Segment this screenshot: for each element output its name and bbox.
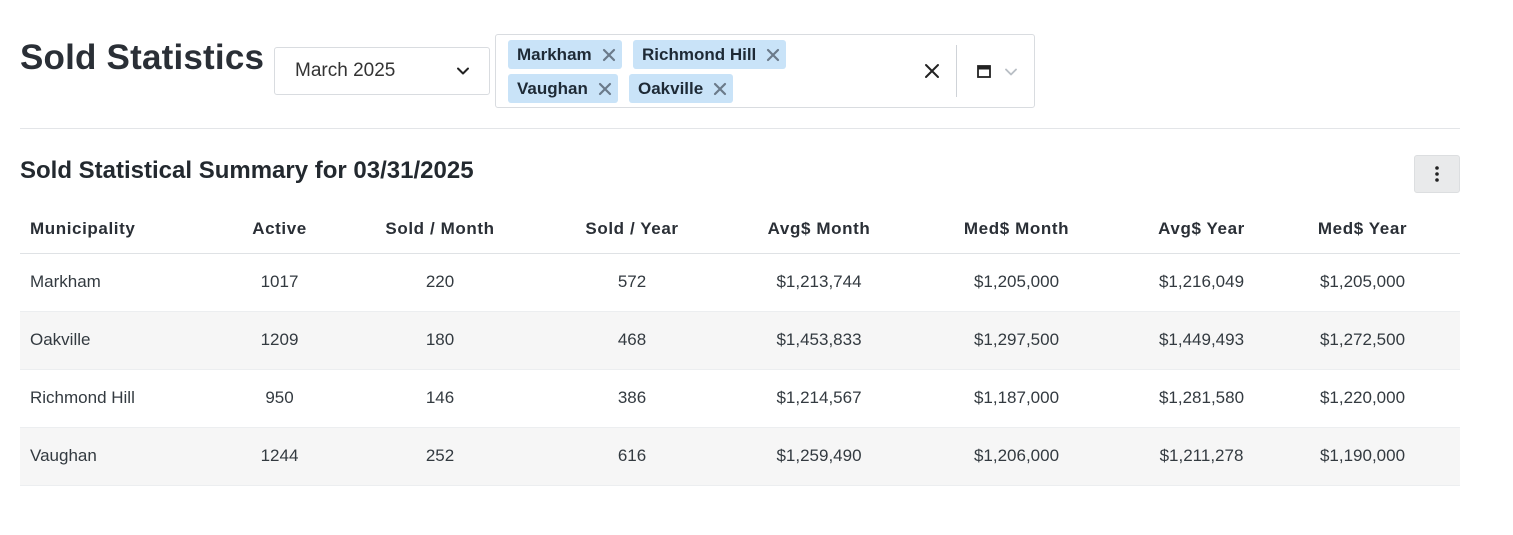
table-cell: Markham — [20, 253, 200, 312]
table-cell: $1,259,490 — [743, 427, 895, 486]
table-cell: $1,214,567 — [743, 369, 895, 428]
page-title: Sold Statistics — [20, 38, 265, 77]
column-header[interactable]: Avg$ Month — [743, 205, 895, 254]
table-cell: 950 — [200, 369, 359, 428]
chip-label: Vaughan — [517, 78, 588, 98]
table-header-row: Municipality Active Sold / Month Sold / … — [20, 205, 1460, 254]
more-options-button[interactable] — [1414, 155, 1460, 193]
table-cell: 386 — [521, 369, 743, 428]
multiselect-divider — [956, 45, 957, 97]
table-cell: 252 — [359, 427, 521, 486]
column-header[interactable]: Municipality — [20, 205, 200, 254]
table-cell: Vaughan — [20, 427, 200, 486]
table-row: Oakville 1209 180 468 $1,453,833 $1,297,… — [20, 311, 1460, 370]
chevron-down-icon — [457, 67, 469, 75]
table-cell: $1,216,049 — [1138, 253, 1265, 312]
table-row: Markham 1017 220 572 $1,213,744 $1,205,0… — [20, 253, 1460, 312]
chip-markham: Markham — [508, 40, 622, 69]
table-cell: $1,453,833 — [743, 311, 895, 370]
table-cell: 1244 — [200, 427, 359, 486]
table-cell: $1,281,580 — [1138, 369, 1265, 428]
table-cell: 572 — [521, 253, 743, 312]
table-cell: $1,297,500 — [895, 311, 1138, 370]
table-cell: $1,272,500 — [1265, 311, 1460, 370]
table-cell: $1,205,000 — [1265, 253, 1460, 312]
chip-label: Oakville — [638, 78, 704, 98]
table-row: Vaughan 1244 252 616 $1,259,490 $1,206,0… — [20, 427, 1460, 486]
sold-stats-table: Municipality Active Sold / Month Sold / … — [20, 205, 1460, 486]
column-header[interactable]: Med$ Month — [895, 205, 1138, 254]
calendar-icon[interactable] — [977, 65, 991, 78]
column-header[interactable]: Sold / Month — [359, 205, 521, 254]
section-title: Sold Statistical Summary for 03/31/2025 — [20, 157, 474, 184]
kebab-menu-icon — [1435, 166, 1439, 182]
month-select[interactable]: March 2025 — [274, 47, 490, 95]
clear-all-icon[interactable] — [924, 63, 940, 79]
header-divider — [20, 128, 1460, 129]
table-cell: $1,220,000 — [1265, 369, 1460, 428]
table-cell: 220 — [359, 253, 521, 312]
remove-chip-icon[interactable] — [766, 48, 780, 62]
month-select-value: March 2025 — [295, 60, 396, 81]
table-cell: 1209 — [200, 311, 359, 370]
remove-chip-icon[interactable] — [598, 82, 612, 96]
municipality-multiselect[interactable]: Markham Richmond Hill Vaughan Oakville — [495, 34, 1035, 108]
table-cell: $1,211,278 — [1138, 427, 1265, 486]
table-cell: 180 — [359, 311, 521, 370]
remove-chip-icon[interactable] — [713, 82, 727, 96]
chip-richmond-hill: Richmond Hill — [633, 40, 787, 69]
chip-label: Markham — [517, 44, 592, 64]
chip-oakville: Oakville — [629, 74, 734, 103]
table-cell: $1,190,000 — [1265, 427, 1460, 486]
table-cell: $1,187,000 — [895, 369, 1138, 428]
table-cell: 616 — [521, 427, 743, 486]
table-cell: 146 — [359, 369, 521, 428]
column-header[interactable]: Med$ Year — [1265, 205, 1460, 254]
table-cell: $1,213,744 — [743, 253, 895, 312]
table-cell: 468 — [521, 311, 743, 370]
chip-vaughan: Vaughan — [508, 74, 618, 103]
column-header[interactable]: Active — [200, 205, 359, 254]
table-cell: $1,449,493 — [1138, 311, 1265, 370]
chip-label: Richmond Hill — [642, 44, 757, 64]
table-cell: Oakville — [20, 311, 200, 370]
table-row: Richmond Hill 950 146 386 $1,214,567 $1,… — [20, 369, 1460, 428]
column-header[interactable]: Avg$ Year — [1138, 205, 1265, 254]
table-cell: $1,206,000 — [895, 427, 1138, 486]
column-header[interactable]: Sold / Year — [521, 205, 743, 254]
table-cell: 1017 — [200, 253, 359, 312]
table-cell: Richmond Hill — [20, 369, 200, 428]
table-cell: $1,205,000 — [895, 253, 1138, 312]
chevron-down-icon[interactable] — [1004, 66, 1018, 78]
remove-chip-icon[interactable] — [602, 48, 616, 62]
